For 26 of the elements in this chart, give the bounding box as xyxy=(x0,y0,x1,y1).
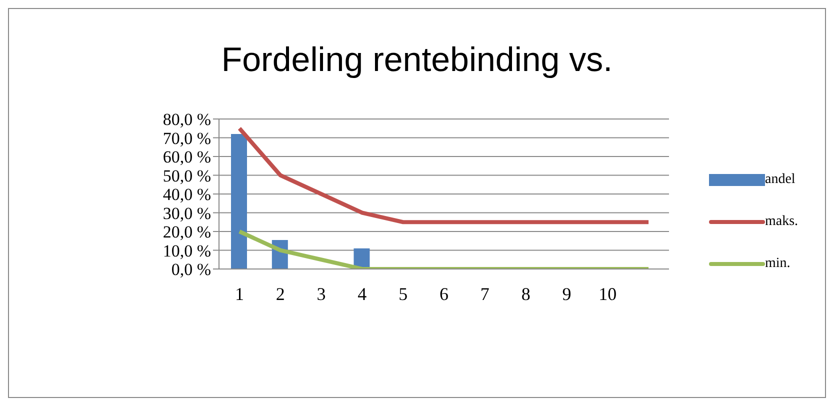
y-tick-label: 70,0 % xyxy=(162,128,211,148)
x-tick-label: 7 xyxy=(480,284,490,304)
y-tick-label: 50,0 % xyxy=(162,166,211,186)
legend-label: maks. xyxy=(765,214,798,230)
line-series xyxy=(237,126,651,224)
bar xyxy=(231,134,247,269)
y-tick-label: 60,0 % xyxy=(162,148,211,167)
x-tick-label: 3 xyxy=(316,284,326,304)
chart-title: Fordeling rentebinding vs. xyxy=(220,41,614,80)
x-tick-label: 9 xyxy=(562,284,572,304)
x-tick-label: 5 xyxy=(398,284,408,304)
y-tick-label: 10,0 % xyxy=(162,241,211,260)
y-tick-label: 30,0 % xyxy=(162,204,211,223)
legend-label: andel xyxy=(765,172,796,188)
y-tick-label: 0,0 % xyxy=(171,260,211,280)
y-tick-label: 20,0 % xyxy=(162,222,211,242)
x-tick-label: 8 xyxy=(521,284,530,304)
x-tick-label: 2 xyxy=(276,284,285,304)
y-tick-label: 40,0 % xyxy=(162,185,211,204)
x-tick-label: 10 xyxy=(598,284,617,304)
line-series xyxy=(237,230,651,269)
legend-label: min. xyxy=(765,256,790,272)
y-tick-label: 80,0 % xyxy=(162,110,211,130)
x-tick-label: 4 xyxy=(358,284,367,304)
x-tick-label: 6 xyxy=(440,284,448,304)
x-tick-label: 1 xyxy=(234,284,244,304)
